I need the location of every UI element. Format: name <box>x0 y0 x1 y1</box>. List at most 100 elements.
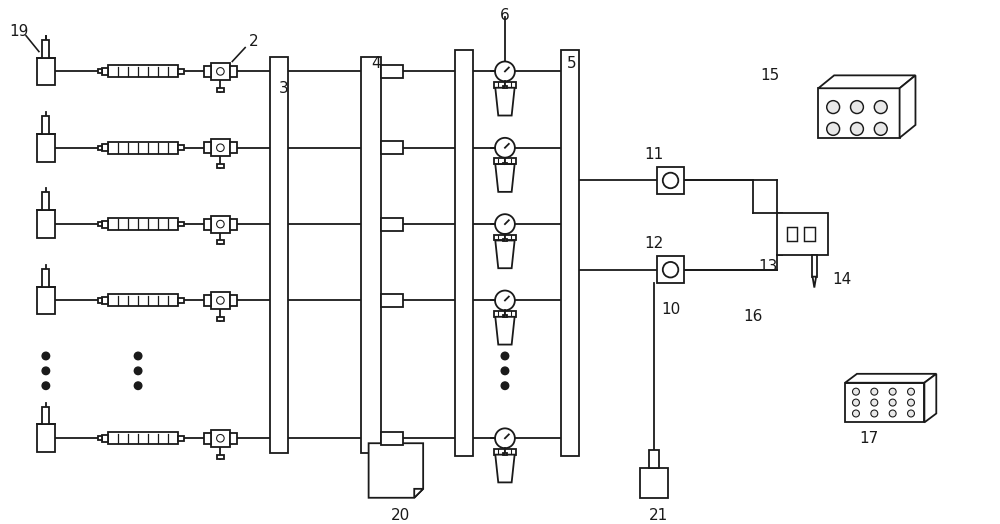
Bar <box>381 294 403 307</box>
Polygon shape <box>495 455 515 483</box>
Bar <box>812 255 817 277</box>
Circle shape <box>501 367 509 375</box>
Circle shape <box>217 220 224 228</box>
Bar <box>217 317 224 321</box>
Bar <box>777 213 828 255</box>
Text: 14: 14 <box>832 272 852 287</box>
Bar <box>178 69 184 74</box>
Bar <box>98 69 102 73</box>
Bar <box>230 433 237 444</box>
Bar <box>178 436 184 441</box>
Bar <box>98 146 102 150</box>
Circle shape <box>217 68 224 75</box>
Circle shape <box>495 290 515 310</box>
Text: 4: 4 <box>371 56 381 71</box>
Circle shape <box>889 388 896 395</box>
Bar <box>37 424 55 452</box>
Circle shape <box>501 382 509 389</box>
Circle shape <box>853 410 859 417</box>
Bar <box>42 407 49 424</box>
Circle shape <box>501 352 509 360</box>
Circle shape <box>495 214 515 234</box>
Bar <box>657 256 684 283</box>
Bar <box>818 88 900 138</box>
Bar <box>102 435 108 442</box>
Bar <box>102 68 108 75</box>
Text: 19: 19 <box>9 24 29 39</box>
Text: 10: 10 <box>661 302 680 317</box>
Bar <box>503 162 507 165</box>
Bar <box>178 298 184 303</box>
Bar <box>494 311 516 317</box>
Circle shape <box>889 399 896 406</box>
Circle shape <box>663 262 678 278</box>
Bar <box>230 142 237 153</box>
Bar <box>845 383 924 422</box>
Bar <box>230 66 237 77</box>
Polygon shape <box>924 374 936 422</box>
Bar <box>42 116 49 134</box>
Bar <box>381 432 403 445</box>
Bar <box>217 241 224 244</box>
Circle shape <box>827 123 840 135</box>
Circle shape <box>663 173 678 188</box>
Bar <box>211 63 230 80</box>
Bar <box>640 468 668 498</box>
Bar <box>503 453 507 455</box>
Text: 21: 21 <box>649 508 668 523</box>
Bar <box>108 294 178 307</box>
Bar <box>230 219 237 230</box>
Circle shape <box>217 144 224 151</box>
Bar <box>204 142 211 153</box>
Bar <box>102 144 108 151</box>
Bar <box>108 66 178 78</box>
Bar <box>178 222 184 226</box>
Text: 6: 6 <box>500 8 510 24</box>
Circle shape <box>217 434 224 442</box>
Polygon shape <box>818 75 915 88</box>
Circle shape <box>908 410 914 417</box>
Bar <box>494 158 516 164</box>
Bar <box>108 218 178 230</box>
Bar <box>494 82 516 88</box>
Bar <box>204 66 211 77</box>
Bar <box>494 449 516 455</box>
Bar <box>108 432 178 444</box>
Circle shape <box>827 101 840 114</box>
Bar <box>204 295 211 306</box>
Text: 12: 12 <box>644 236 663 252</box>
Circle shape <box>495 428 515 448</box>
Bar <box>217 88 224 92</box>
Circle shape <box>42 382 50 389</box>
Circle shape <box>495 138 515 158</box>
Bar <box>102 297 108 304</box>
Bar <box>381 65 403 78</box>
Bar <box>42 269 49 287</box>
Bar <box>804 226 815 242</box>
Bar <box>503 239 507 241</box>
Polygon shape <box>369 443 423 498</box>
Polygon shape <box>813 277 816 288</box>
Bar <box>361 57 381 453</box>
Text: 15: 15 <box>760 68 779 83</box>
Text: 5: 5 <box>567 56 576 71</box>
Circle shape <box>871 399 878 406</box>
Circle shape <box>42 352 50 360</box>
Circle shape <box>134 367 142 375</box>
Bar <box>270 57 288 453</box>
Bar <box>657 167 684 194</box>
Bar <box>37 210 55 238</box>
Bar <box>494 235 516 241</box>
Bar <box>230 295 237 306</box>
Circle shape <box>42 367 50 375</box>
Polygon shape <box>900 75 915 138</box>
Circle shape <box>853 388 859 395</box>
Circle shape <box>851 123 863 135</box>
Circle shape <box>134 382 142 389</box>
Bar <box>178 146 184 150</box>
Circle shape <box>889 410 896 417</box>
Text: 16: 16 <box>743 309 763 324</box>
Bar <box>649 450 659 468</box>
Text: 2: 2 <box>249 34 259 49</box>
Bar <box>204 219 211 230</box>
